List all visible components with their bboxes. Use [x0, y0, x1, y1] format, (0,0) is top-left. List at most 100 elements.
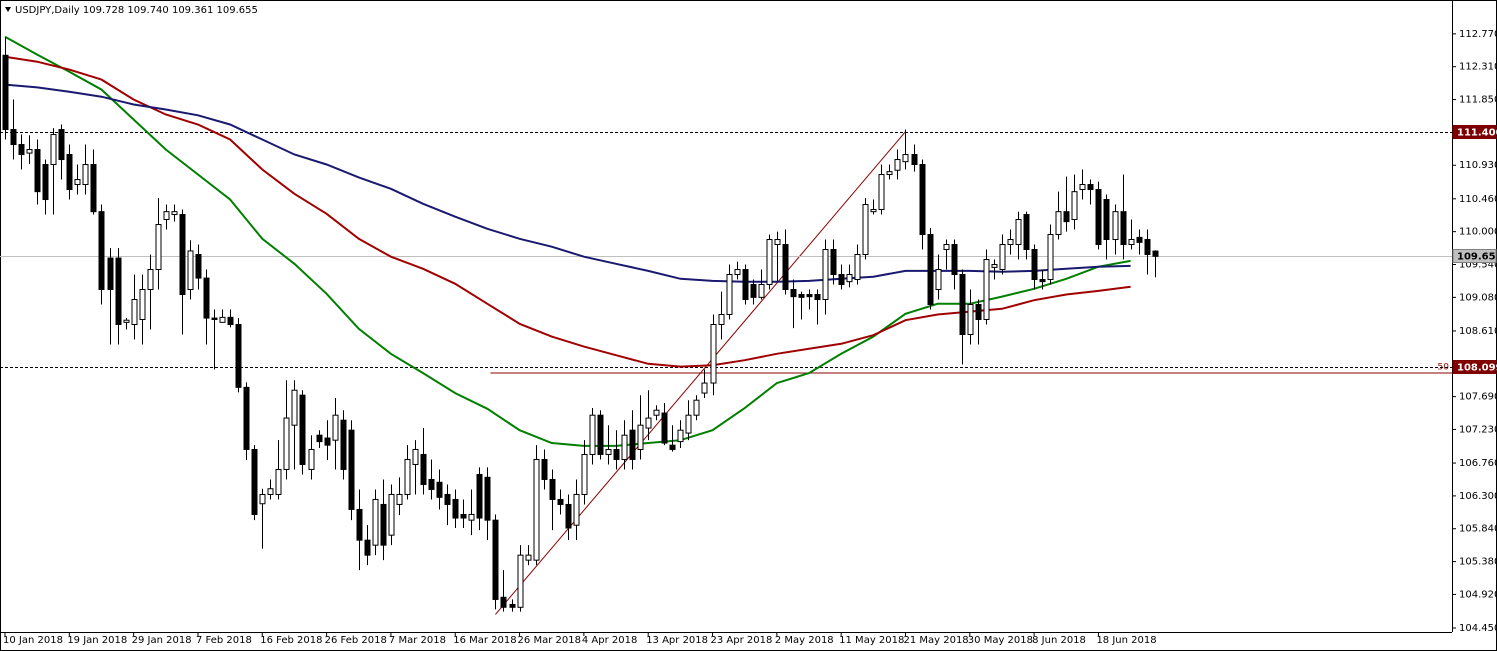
candle-body — [211, 317, 218, 320]
candle-body — [18, 144, 25, 156]
candle-body — [935, 269, 942, 291]
moving-average — [4, 35, 1131, 447]
candle-body — [2, 54, 9, 131]
candle-body — [629, 429, 636, 460]
candle-body — [42, 164, 49, 201]
candle-body — [219, 316, 226, 323]
y-tick-label: 104.920 — [1459, 589, 1497, 600]
candle-body — [195, 254, 202, 279]
candle-body — [766, 239, 773, 286]
candle-body — [1136, 236, 1143, 243]
y-tick-label: 110.930 — [1459, 160, 1497, 171]
candle-body — [308, 448, 315, 470]
candle-body — [661, 412, 668, 444]
y-tick-label: 110.000 — [1459, 227, 1497, 238]
candle-body — [1023, 214, 1030, 251]
y-tick-label: 107.230 — [1459, 424, 1497, 435]
candle-body — [1007, 239, 1014, 246]
candle-body — [1095, 189, 1102, 246]
candle-body — [886, 171, 893, 176]
candle-body — [460, 513, 467, 519]
candle-body — [726, 274, 733, 316]
candle-body — [388, 493, 395, 536]
fibo-level-label: 50 — [1438, 363, 1450, 373]
x-tick-label: 7 Feb 2018 — [196, 635, 252, 646]
candle-body — [830, 249, 837, 276]
price-level-box — [1452, 125, 1497, 139]
candle-body — [340, 419, 347, 470]
candle-body — [685, 414, 692, 434]
price-level-box — [1452, 249, 1497, 263]
x-tick-label: 26 Feb 2018 — [325, 635, 387, 646]
candle-body — [452, 498, 459, 519]
candle-body — [468, 513, 475, 521]
candle-body — [1063, 211, 1070, 223]
x-tick-label: 11 May 2018 — [839, 635, 904, 646]
candle-body — [1128, 239, 1135, 246]
candle-body — [927, 234, 934, 306]
candle-body — [1103, 199, 1110, 241]
candle-body — [179, 214, 186, 296]
moving-average — [4, 83, 1131, 283]
candle-body — [999, 244, 1006, 271]
candle-body — [396, 493, 403, 505]
candle-body — [372, 498, 379, 546]
candle-body — [878, 174, 885, 211]
candle-body — [1015, 219, 1022, 246]
candle-body — [1071, 191, 1078, 221]
candle-body — [203, 277, 210, 319]
candle-body — [404, 458, 411, 495]
candle-body — [589, 414, 596, 455]
candle-body — [1087, 184, 1094, 191]
candle-body — [444, 493, 451, 505]
candle-body — [613, 448, 620, 460]
candle-body — [525, 554, 532, 561]
candle-body — [597, 414, 604, 455]
y-tick-label: 112.770 — [1459, 29, 1497, 40]
candle-body — [557, 498, 564, 505]
candle-body — [316, 434, 323, 443]
candle-body — [1047, 234, 1054, 281]
candle-body — [115, 257, 122, 325]
candle-body — [902, 154, 909, 163]
y-tick-label: 107.690 — [1459, 392, 1497, 403]
candle-body — [82, 164, 89, 186]
price-level-label: 108.099 — [1457, 363, 1497, 374]
candle-body — [50, 134, 57, 166]
candle-body — [34, 149, 41, 193]
candle-body — [1112, 211, 1119, 241]
candle-body — [605, 448, 612, 455]
candle-body — [911, 154, 918, 166]
candle-body — [991, 264, 998, 268]
y-tick-label: 105.840 — [1459, 524, 1497, 535]
candle-body — [758, 284, 765, 298]
candle-body — [798, 294, 805, 298]
x-tick-label: 23 Apr 2018 — [711, 635, 773, 646]
candle-body — [637, 424, 644, 450]
candle-body — [653, 409, 660, 416]
candle-body — [959, 274, 966, 335]
candle-body — [734, 269, 741, 276]
y-tick-label: 108.610 — [1459, 326, 1497, 337]
candle-body — [983, 259, 990, 320]
candle-body — [919, 164, 926, 236]
moving-average — [4, 55, 1131, 368]
candle-body — [10, 129, 17, 146]
candle-body — [364, 539, 371, 556]
candle-body — [484, 476, 491, 521]
candle-body — [348, 429, 355, 510]
candle-body — [854, 254, 861, 281]
candle-body — [420, 453, 427, 485]
candle-body — [517, 554, 524, 608]
price-level-box — [1452, 360, 1497, 374]
candle-body — [58, 129, 65, 161]
candle-body — [846, 274, 853, 283]
candle-body — [131, 299, 138, 325]
y-tick-label: 106.300 — [1459, 491, 1497, 502]
candle-body — [750, 284, 757, 298]
x-tick-label: 13 Apr 2018 — [646, 635, 708, 646]
y-tick-label: 105.380 — [1459, 557, 1497, 568]
